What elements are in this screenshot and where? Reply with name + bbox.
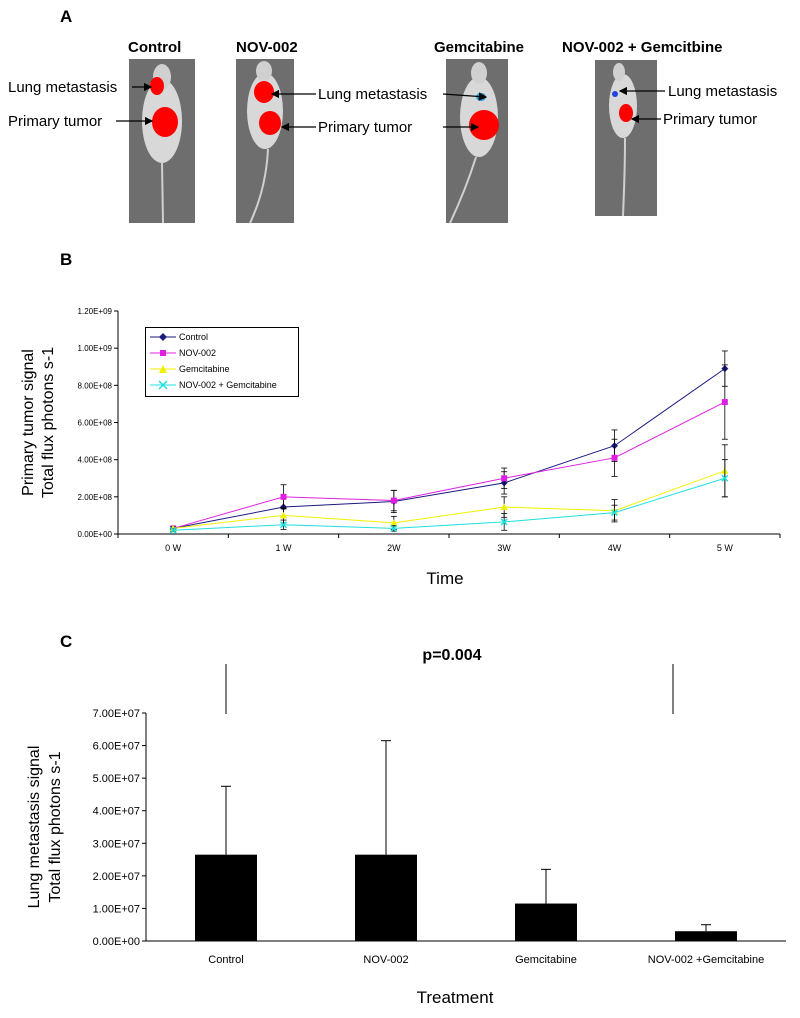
data-point xyxy=(611,454,618,461)
annotation-nov002-primary: Primary tumor xyxy=(318,119,413,136)
y-tick-label: 5.00E+07 xyxy=(93,773,140,785)
y-tick-label: 4.00E+07 xyxy=(93,806,140,818)
legend-label-gemcitabine: Gemcitabine xyxy=(179,364,230,374)
y-tick-label: 0.00E+00 xyxy=(93,936,140,948)
data-point xyxy=(500,503,508,511)
y-tick-label: 0.00E+00 xyxy=(78,530,113,539)
annotation-combo-lung: Lung metastasis xyxy=(668,83,778,100)
data-point xyxy=(279,521,288,529)
y-axis-title-line1: Lung metastasis signal xyxy=(26,746,43,909)
bar xyxy=(515,903,577,941)
data-point xyxy=(390,497,397,504)
bar xyxy=(195,854,257,941)
panel-b-label: B xyxy=(60,250,73,269)
data-point xyxy=(721,474,729,482)
line-chart-legend: Control NOV-002 Gemcitabine NOV-002 + Ge… xyxy=(145,327,299,397)
y-tick-label: 6.00E+08 xyxy=(78,419,113,428)
x-tick-label: Control xyxy=(208,954,243,966)
series-line xyxy=(173,401,726,529)
y-axis-title-line2: Total flux photons s-1 xyxy=(47,751,64,902)
y-tick-label: 7.00E+07 xyxy=(93,708,140,720)
significance-label: p=0.004 xyxy=(422,647,481,664)
panel-a-label: A xyxy=(60,7,73,26)
legend-label-combo: NOV-002 + Gemcitabine xyxy=(179,380,277,390)
x-tick-label: NOV-002 +Gemcitabine xyxy=(648,954,764,966)
y-tick-label: 2.00E+07 xyxy=(93,871,140,883)
y-tick-label: 6.00E+07 xyxy=(93,741,140,753)
series-line xyxy=(173,470,726,529)
bar xyxy=(675,931,737,941)
legend-entry-gemcitabine: Gemcitabine xyxy=(150,362,230,376)
primary-tumor-line-chart: 0.00E+00 2.00E+08 4.00E+08 6.00E+08 8.00E+08… xyxy=(20,307,781,588)
data-point xyxy=(390,524,398,532)
y-tick-label: 2.00E+08 xyxy=(78,493,113,502)
legend-entry-control: Control xyxy=(150,330,208,344)
legend-entry-nov002: NOV-002 xyxy=(150,346,216,360)
x-tick-label: 3W xyxy=(497,543,511,553)
y-axis-title-line1: Primary tumor signal xyxy=(20,349,37,496)
mouse-title-control: Control xyxy=(128,39,182,56)
mouse-title-gemcitabine: Gemcitabine xyxy=(434,39,525,56)
y-tick-label: 4.00E+08 xyxy=(78,456,113,465)
annotation-combo-primary: Primary tumor xyxy=(663,111,758,128)
legend-entry-combo: NOV-002 + Gemcitabine xyxy=(150,378,277,392)
mouse-image-combo xyxy=(595,60,657,216)
data-point xyxy=(500,518,508,526)
mouse-image-gemcitabine xyxy=(446,59,508,223)
y-tick-label: 1.20E+09 xyxy=(78,307,113,316)
data-point xyxy=(721,399,728,406)
mouse-title-nov002: NOV-002 xyxy=(236,39,298,56)
data-point xyxy=(390,519,398,526)
data-point xyxy=(501,475,508,482)
x-tick-label: 4W xyxy=(608,543,622,553)
mouse-title-combo: NOV-002 + Gemcitbine xyxy=(562,39,723,56)
series-line xyxy=(173,477,725,531)
data-point xyxy=(169,526,177,534)
annotation-nov002-lung: Lung metastasis xyxy=(318,86,428,103)
annotation-control-primary: Primary tumor xyxy=(8,113,103,130)
y-tick-label: 1.00E+09 xyxy=(78,344,113,353)
mouse-image-nov002 xyxy=(236,59,294,223)
x-tick-label: NOV-002 xyxy=(363,954,408,966)
x-tick-label: 0 W xyxy=(165,543,182,553)
data-point xyxy=(280,493,287,500)
x-axis-title: Treatment xyxy=(417,988,494,1007)
y-tick-label: 1.00E+07 xyxy=(93,903,140,915)
legend-label-nov002: NOV-002 xyxy=(179,348,217,358)
x-tick-label: 1 W xyxy=(275,543,292,553)
series-line xyxy=(173,368,726,529)
data-point xyxy=(610,509,619,517)
lung-metastasis-bar-chart: 0.00E+00 1.00E+07 2.00E+07 3.00E+07 4.00E+07… xyxy=(26,647,786,1007)
mouse-image-control xyxy=(129,59,195,223)
y-tick-label: 3.00E+07 xyxy=(93,838,140,850)
panel-c-label: C xyxy=(60,632,73,651)
bar xyxy=(355,854,417,941)
x-tick-label: Gemcitabine xyxy=(515,954,577,966)
x-tick-label: 2W xyxy=(387,543,401,553)
legend-label-control: Control xyxy=(179,332,209,342)
data-point xyxy=(280,511,287,519)
x-axis-title: Time xyxy=(426,569,463,588)
y-axis-title-line2: Total flux photons s-1 xyxy=(40,347,57,498)
x-tick-label: 5 W xyxy=(717,543,734,553)
y-tick-label: 8.00E+08 xyxy=(78,381,113,390)
annotation-control-lung: Lung metastasis xyxy=(8,79,118,96)
